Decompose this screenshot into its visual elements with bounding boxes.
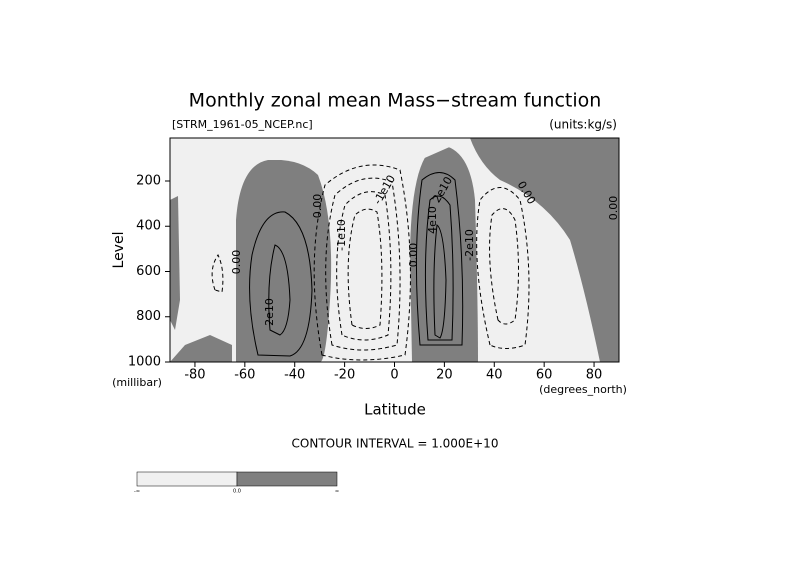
contour-label: 0.00	[607, 196, 620, 221]
x-tick-label: -20	[334, 368, 355, 383]
y-tick-label: 1000	[128, 355, 161, 370]
subtitle: [STRM_1961-05_NCEP.nc]	[172, 118, 313, 131]
contour-label: 0.00	[311, 194, 324, 219]
positive-region	[170, 335, 232, 362]
positive-region	[236, 159, 332, 362]
colorbar: -∞ 0.0 ∞	[134, 471, 339, 495]
colorbar-label: ∞	[335, 489, 339, 495]
contour-field: 0.00 0.00 2e10 -1e10 -1e10 4e10 2e10 0.0…	[170, 138, 620, 362]
colorbar-swatch	[136, 471, 238, 487]
x-tick-label: 20	[436, 368, 453, 383]
contour-label: 0.00	[407, 243, 420, 268]
positive-region	[470, 138, 619, 362]
chart-title: Monthly zonal mean Mass−stream function	[189, 90, 602, 112]
x-tick-label: 0	[390, 368, 398, 383]
x-tick-label: -60	[234, 368, 255, 383]
colorbar-label: -∞	[134, 489, 140, 495]
y-tick-label: 800	[136, 309, 161, 324]
y-tick-label: 200	[136, 173, 161, 188]
x-axis-label: Latitude	[364, 401, 426, 419]
contour-label: 0.00	[230, 250, 243, 275]
x-tick-label: 60	[536, 368, 553, 383]
contour-label: 2e10	[263, 298, 276, 326]
contour-label: -1e10	[335, 219, 348, 251]
y-axis-label: Level	[111, 232, 127, 269]
positive-region	[170, 196, 180, 330]
x-tick-label: 40	[486, 368, 503, 383]
x-tick-label: -40	[284, 368, 305, 383]
y-tick-label: 600	[136, 264, 161, 279]
y-tick-label: 400	[136, 219, 161, 234]
contour-interval: CONTOUR INTERVAL = 1.000E+10	[292, 437, 499, 451]
dashed-contours	[211, 164, 530, 361]
colorbar-swatch	[236, 471, 338, 487]
x-tick-label: -80	[184, 368, 205, 383]
x-tick-label: 80	[586, 368, 603, 383]
negative-region	[170, 138, 470, 160]
y-unit: (millibar)	[112, 376, 162, 389]
solid-contours	[249, 172, 464, 357]
x-unit: (degrees_north)	[539, 383, 627, 396]
contour-label: 4e10	[426, 206, 439, 234]
colorbar-label: 0.0	[233, 489, 241, 495]
contour-label: -2e10	[463, 229, 476, 261]
units: (units:kg/s)	[549, 118, 617, 132]
